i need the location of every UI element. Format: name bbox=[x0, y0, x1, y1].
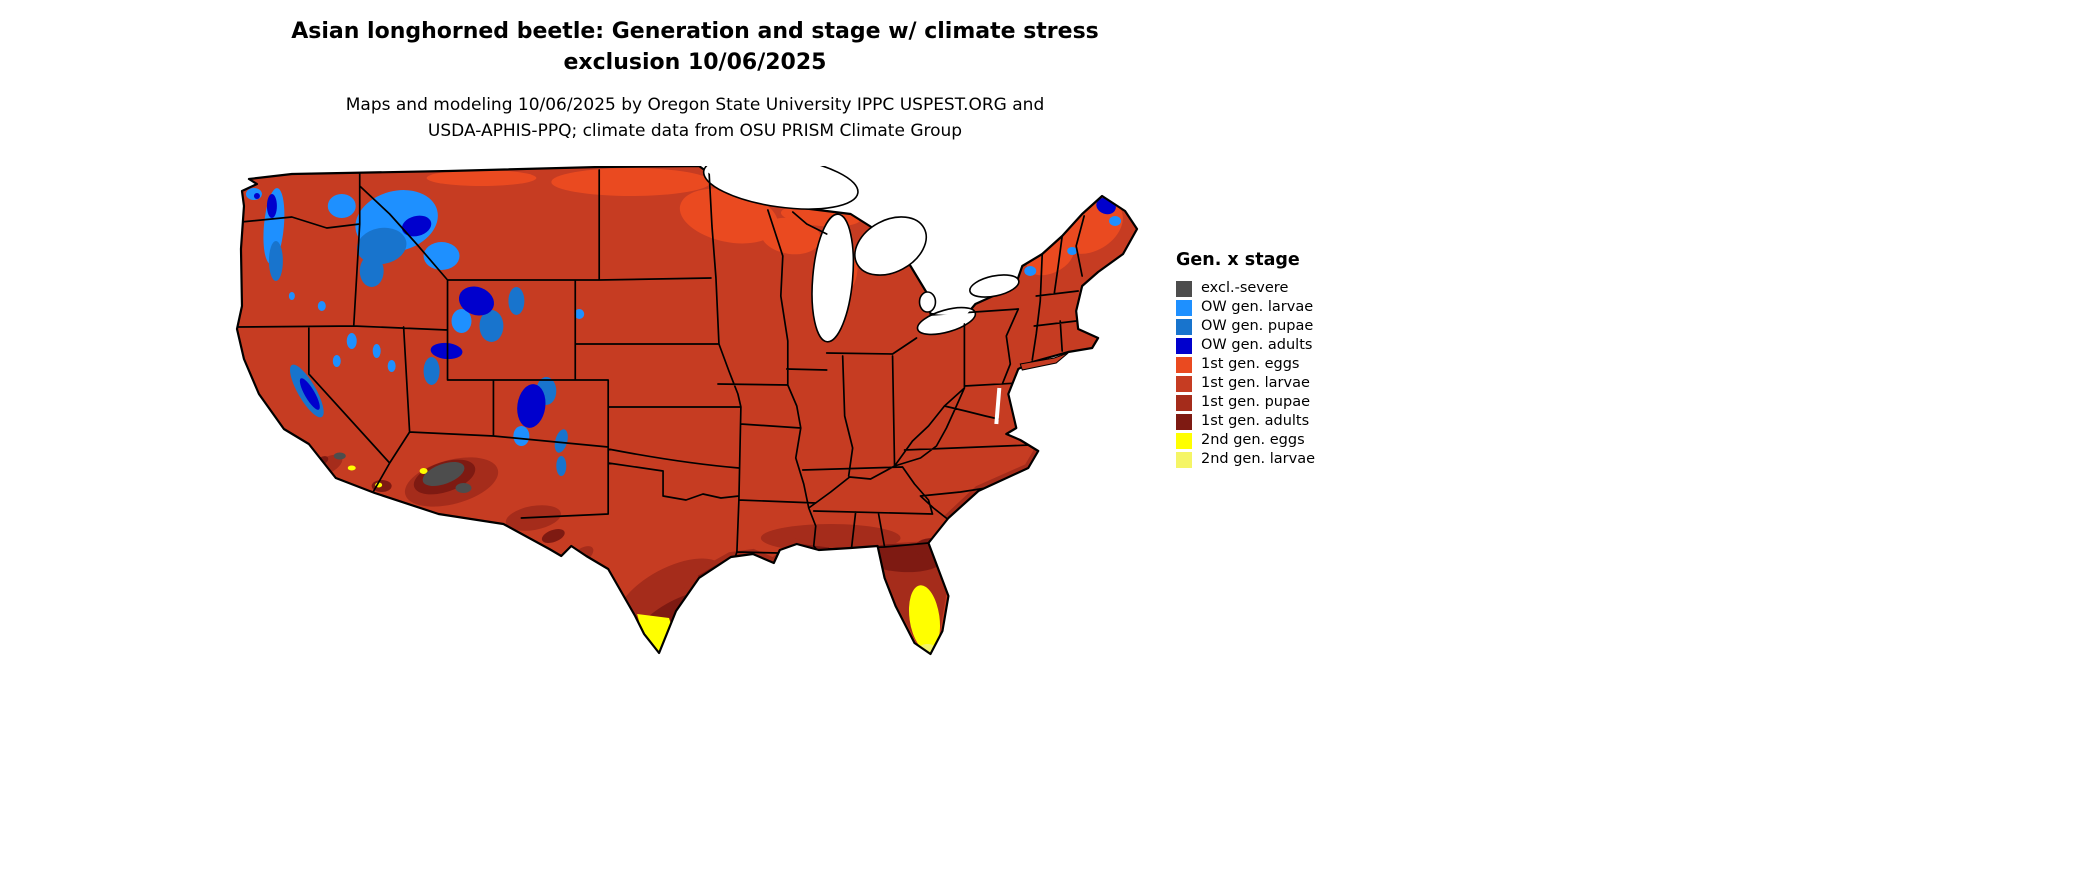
long-island bbox=[1019, 352, 1069, 371]
legend-swatch bbox=[1176, 451, 1192, 468]
legend-row: OW gen. larvae bbox=[1176, 298, 1366, 317]
legend-row: OW gen. adults bbox=[1176, 336, 1366, 355]
legend-row: 1st gen. eggs bbox=[1176, 355, 1366, 374]
legend-swatch bbox=[1176, 394, 1192, 411]
us-map bbox=[232, 154, 1150, 666]
state-borders bbox=[236, 169, 1085, 577]
legend-swatch bbox=[1176, 299, 1192, 316]
legend-label: OW gen. larvae bbox=[1201, 299, 1314, 315]
title-line-2: exclusion 10/06/2025 bbox=[563, 50, 827, 75]
legend-label: 1st gen. pupae bbox=[1201, 394, 1311, 410]
legend-row: 2nd gen. larvae bbox=[1176, 450, 1366, 469]
legend-title: Gen. x stage bbox=[1176, 250, 1300, 270]
legend-label: 2nd gen. larvae bbox=[1201, 451, 1316, 467]
legend: Gen. x stage excl.-severe OW gen. larvae O… bbox=[1176, 250, 1366, 469]
lake-michigan bbox=[811, 213, 855, 343]
legend-swatch bbox=[1176, 280, 1192, 297]
legend-swatch bbox=[1176, 432, 1192, 449]
legend-row: 1st gen. adults bbox=[1176, 412, 1366, 431]
legend-row: 1st gen. pupae bbox=[1176, 393, 1366, 412]
legend-items: excl.-severe OW gen. larvae OW gen. pupae O… bbox=[1176, 279, 1366, 469]
subtitle-line-1: Maps and modeling 10/06/2025 by Oregon S… bbox=[345, 95, 1045, 115]
subtitle-line-2: USDA-APHIS-PPQ; climate data from OSU PR… bbox=[427, 121, 963, 141]
chesapeake-bay bbox=[994, 387, 1002, 425]
great-lakes bbox=[702, 154, 1020, 343]
lake-st-clair bbox=[918, 291, 937, 313]
title-line-1: Asian longhorned beetle: Generation and … bbox=[291, 19, 1099, 44]
legend-row: excl.-severe bbox=[1176, 279, 1366, 298]
patch-group-ow-gen-pupae bbox=[268, 227, 568, 476]
page-title: Asian longhorned beetle: Generation and … bbox=[0, 16, 1390, 78]
patch-group-2nd-gen-larvae bbox=[657, 644, 937, 654]
legend-row: 1st gen. larvae bbox=[1176, 374, 1366, 393]
legend-swatch bbox=[1176, 337, 1192, 354]
lake-ontario bbox=[969, 274, 1020, 298]
legend-swatch bbox=[1176, 318, 1192, 335]
legend-label: 2nd gen. eggs bbox=[1201, 432, 1305, 448]
patch-group-ow-gen-adults bbox=[253, 193, 1116, 428]
lake-huron bbox=[854, 216, 927, 276]
legend-swatch bbox=[1176, 356, 1192, 373]
legend-row: OW gen. pupae bbox=[1176, 317, 1366, 336]
legend-swatch bbox=[1176, 413, 1192, 430]
figure-header: Asian longhorned beetle: Generation and … bbox=[0, 16, 1390, 144]
legend-label: excl.-severe bbox=[1201, 280, 1289, 296]
legend-row: 2nd gen. eggs bbox=[1176, 431, 1366, 450]
patch-group-excl-severe bbox=[333, 452, 472, 493]
subtitle: Maps and modeling 10/06/2025 by Oregon S… bbox=[0, 92, 1390, 144]
legend-label: 1st gen. larvae bbox=[1201, 375, 1310, 391]
legend-label: OW gen. pupae bbox=[1201, 318, 1314, 334]
us-map-svg bbox=[235, 154, 1139, 656]
legend-swatch bbox=[1176, 375, 1192, 392]
legend-label: 1st gen. eggs bbox=[1201, 356, 1300, 372]
legend-label: 1st gen. adults bbox=[1201, 413, 1310, 429]
legend-label: OW gen. adults bbox=[1201, 337, 1313, 353]
